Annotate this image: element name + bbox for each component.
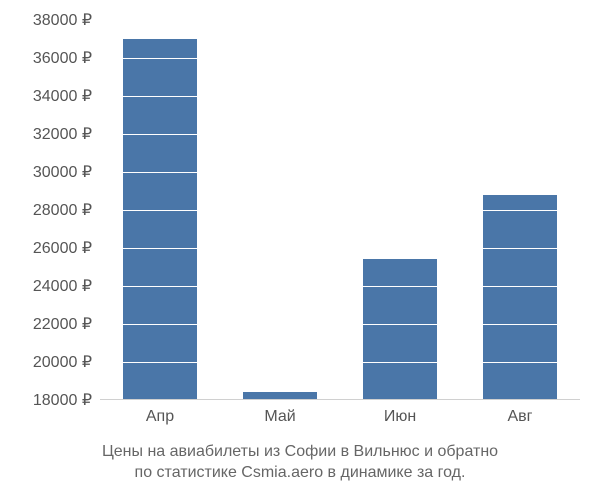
y-tick-label: 38000 ₽ (33, 10, 92, 30)
caption-line-2: по статистике Csmia.aero в динамике за г… (135, 464, 466, 481)
y-tick-label: 24000 ₽ (33, 276, 92, 296)
chart-caption: Цены на авиабилеты из Софии в Вильнюс и … (0, 442, 600, 484)
y-tick-label: 26000 ₽ (33, 238, 92, 258)
grid-line (100, 286, 580, 287)
grid-line (100, 172, 580, 173)
bar (363, 259, 437, 400)
y-tick-label: 22000 ₽ (33, 314, 92, 334)
y-tick-label: 28000 ₽ (33, 200, 92, 220)
y-tick-label: 36000 ₽ (33, 48, 92, 68)
x-tick-label: Авг (507, 408, 532, 426)
x-tick-label: Июн (384, 408, 416, 426)
y-tick-label: 34000 ₽ (33, 86, 92, 106)
y-tick-label: 18000 ₽ (33, 390, 92, 410)
grid-line (100, 20, 580, 21)
caption-line-1: Цены на авиабилеты из Софии в Вильнюс и … (102, 443, 498, 460)
grid-line (100, 362, 580, 363)
x-tick-label: Май (264, 408, 295, 426)
price-chart: 18000 ₽ 20000 ₽ 22000 ₽ 24000 ₽ 26000 ₽ 28000… (0, 0, 600, 500)
grid-line (100, 248, 580, 249)
grid-line (100, 324, 580, 325)
grid-line (100, 210, 580, 211)
x-tick-label: Апр (146, 408, 174, 426)
grid-line (100, 134, 580, 135)
grid-line (100, 400, 580, 401)
grid-line (100, 58, 580, 59)
grid-line (100, 96, 580, 97)
y-tick-label: 32000 ₽ (33, 124, 92, 144)
bar (123, 39, 197, 400)
y-tick-label: 20000 ₽ (33, 352, 92, 372)
bar (483, 195, 557, 400)
y-tick-label: 30000 ₽ (33, 162, 92, 182)
plot-area: 18000 ₽20000 ₽22000 ₽24000 ₽26000 ₽28000… (100, 20, 580, 400)
